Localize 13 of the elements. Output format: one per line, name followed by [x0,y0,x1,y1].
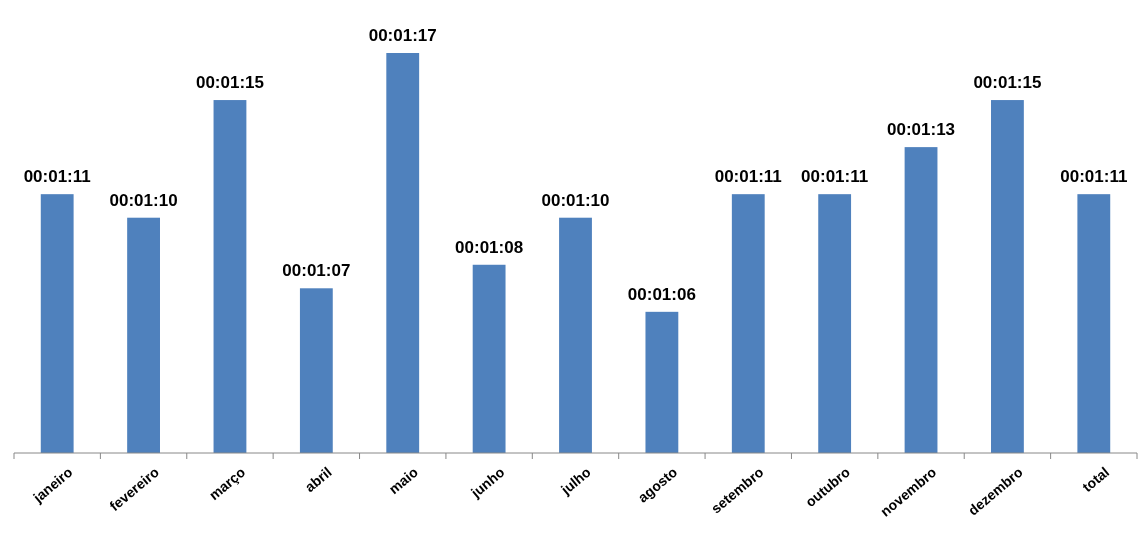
data-label: 00:01:10 [541,190,610,210]
data-label: 00:01:15 [973,73,1042,93]
data-label: 00:01:17 [368,26,437,45]
data-label: 00:01:10 [109,190,178,210]
data-label: 00:01:06 [627,284,696,304]
data-label: 00:01:15 [195,73,264,93]
data-label: 00:01:11 [1060,167,1128,187]
data-label: 00:01:11 [801,167,869,187]
data-label: 00:01:07 [282,261,351,281]
data-label: 00:01:08 [455,237,524,257]
data-label: 00:01:11 [714,167,782,187]
data-label: 00:01:13 [887,120,956,140]
data-label: 00:01:11 [23,167,91,187]
